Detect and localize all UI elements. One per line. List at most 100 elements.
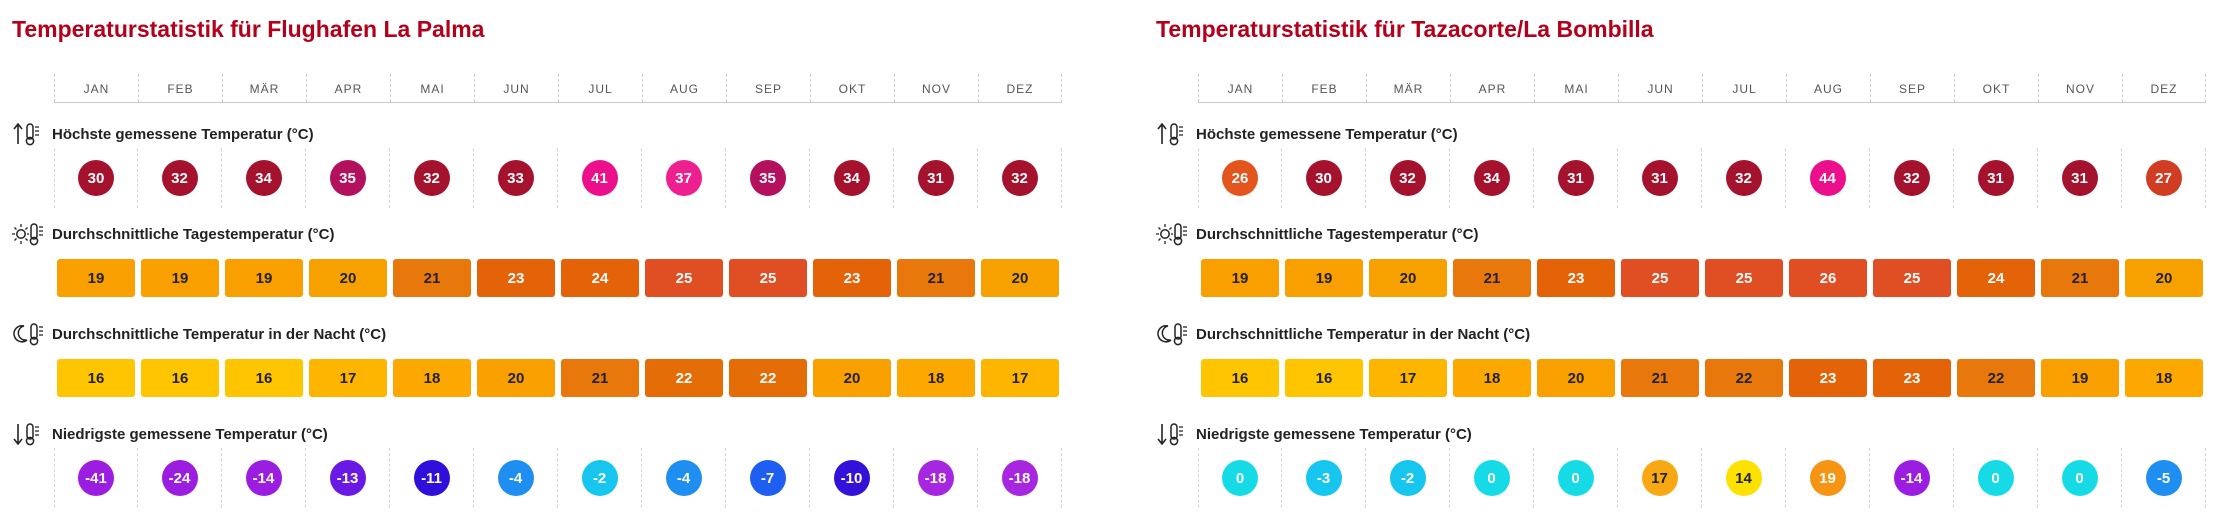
value-cell: 26 — [1786, 248, 1870, 308]
thermometer-down-icon — [1156, 422, 1196, 446]
value-cell: 32 — [138, 148, 222, 208]
temperature-badge: 19 — [1809, 460, 1846, 496]
value-cell: 26 — [1198, 148, 1282, 208]
temperature-badge: -4 — [665, 460, 702, 496]
value-cell: 20 — [474, 348, 558, 408]
temperature-badge: 32 — [1001, 160, 1038, 196]
value-cell: -5 — [2122, 448, 2206, 508]
temperature-box: 22 — [1705, 359, 1783, 397]
value-cell: -13 — [306, 448, 390, 508]
month-label-2: MÄR — [222, 74, 306, 102]
value-cell: 27 — [2122, 148, 2206, 208]
temperature-box: 16 — [225, 359, 303, 397]
stat-row-3: Niedrigste gemessene Temperatur (°C) 0 -3-… — [1156, 422, 2226, 522]
value-cell: 21 — [390, 248, 474, 308]
row-label: Höchste gemessene Temperatur (°C) — [52, 125, 314, 143]
temperature-box: 23 — [1537, 259, 1615, 297]
temperature-badge: 0 — [1557, 460, 1594, 496]
value-cell: -14 — [222, 448, 306, 508]
value-cell: 32 — [978, 148, 1062, 208]
month-label-1: FEB — [138, 74, 222, 102]
stat-row-2: Durchschnittliche Temperatur in der Nach… — [12, 322, 1082, 422]
temperature-box: 19 — [141, 259, 219, 297]
month-label-8: SEP — [1870, 74, 1954, 102]
sun-thermometer-icon — [1156, 222, 1196, 246]
temperature-badge: 31 — [1557, 160, 1594, 196]
temperature-box: 25 — [729, 259, 807, 297]
value-cells: 19 19 20 21 23 25 25 26 25 24 21 20 — [1198, 248, 2206, 308]
row-header: Durchschnittliche Temperatur in der Nach… — [1156, 322, 1530, 346]
temperature-badge: 31 — [1977, 160, 2014, 196]
temperature-box: 18 — [897, 359, 975, 397]
month-label-6: JUL — [1702, 74, 1786, 102]
temperature-badge: -41 — [78, 460, 114, 496]
temperature-box: 20 — [813, 359, 891, 397]
temperature-box: 20 — [477, 359, 555, 397]
temperature-badge: -11 — [413, 460, 450, 496]
value-cell: 22 — [642, 348, 726, 408]
temperature-box: 22 — [645, 359, 723, 397]
sun-thermometer-icon — [12, 222, 52, 246]
row-header: Höchste gemessene Temperatur (°C) — [1156, 122, 1458, 146]
temperature-box: 17 — [1369, 359, 1447, 397]
temperature-box: 20 — [2125, 259, 2203, 297]
temperature-badge: -18 — [1001, 460, 1038, 496]
value-cell: -4 — [474, 448, 558, 508]
temperature-badge: -2 — [581, 460, 618, 496]
temperature-badge: -13 — [329, 460, 366, 496]
value-cell: -3 — [1282, 448, 1366, 508]
temperature-badge: 32 — [1389, 160, 1426, 196]
value-cell: 19 — [54, 248, 138, 308]
value-cell: 34 — [1450, 148, 1534, 208]
row-header: Niedrigste gemessene Temperatur (°C) — [12, 422, 328, 446]
temperature-box: 21 — [2041, 259, 2119, 297]
value-cell: 25 — [642, 248, 726, 308]
stat-row-1: Durchschnittliche Tagestemperatur (°C) 19… — [1156, 222, 2226, 322]
temperature-box: 18 — [1453, 359, 1531, 397]
stat-row-0: Höchste gemessene Temperatur (°C) 26 30 32 3… — [1156, 122, 2226, 222]
value-cell: 23 — [474, 248, 558, 308]
value-cell: 31 — [2038, 148, 2122, 208]
value-cell: 18 — [894, 348, 978, 408]
stat-row-3: Niedrigste gemessene Temperatur (°C) -41 -… — [12, 422, 1082, 522]
temperature-badge: 35 — [749, 160, 786, 196]
value-cell: 21 — [894, 248, 978, 308]
value-cell: 18 — [2122, 348, 2206, 408]
thermometer-up-icon — [1156, 122, 1196, 146]
value-cell: -11 — [390, 448, 474, 508]
month-header: JAN FEB MÄR APR MAI JUN JUL AUG SEP OKT NOV DEZ — [54, 74, 1062, 103]
value-cells: 16 16 16 17 18 20 21 22 22 20 18 17 — [54, 348, 1062, 408]
row-label: Durchschnittliche Temperatur in der Nach… — [52, 325, 387, 343]
month-label-7: AUG — [642, 74, 726, 102]
temperature-badge: 31 — [917, 160, 954, 196]
value-cell: 0 — [1198, 448, 1282, 508]
month-label-11: DEZ — [2122, 74, 2206, 102]
value-cell: -41 — [54, 448, 138, 508]
temperature-badge: 32 — [1725, 160, 1762, 196]
value-cell: 24 — [1954, 248, 2038, 308]
temperature-box: 23 — [477, 259, 555, 297]
value-cell: 16 — [222, 348, 306, 408]
temperature-box: 21 — [1621, 359, 1699, 397]
thermometer-down-icon — [12, 422, 52, 446]
month-label-2: MÄR — [1366, 74, 1450, 102]
value-cell: 31 — [1954, 148, 2038, 208]
temperature-box: 25 — [1705, 259, 1783, 297]
value-cell: 25 — [1618, 248, 1702, 308]
month-header: JAN FEB MÄR APR MAI JUN JUL AUG SEP OKT NOV DEZ — [1198, 74, 2206, 103]
temperature-box: 16 — [1201, 359, 1279, 397]
value-cell: -18 — [894, 448, 978, 508]
value-cell: 25 — [1870, 248, 1954, 308]
temperature-badge: -4 — [497, 460, 534, 496]
temperature-badge: 0 — [1222, 460, 1258, 496]
temperature-badge: -5 — [2145, 460, 2182, 496]
temperature-box: 25 — [1873, 259, 1951, 297]
value-cell: 22 — [726, 348, 810, 408]
value-cell: 19 — [1282, 248, 1366, 308]
value-cell: 41 — [558, 148, 642, 208]
value-cell: -18 — [978, 448, 1062, 508]
value-cell: 33 — [474, 148, 558, 208]
value-cell: 25 — [726, 248, 810, 308]
temperature-box: 19 — [225, 259, 303, 297]
temperature-badge: 41 — [581, 160, 618, 196]
